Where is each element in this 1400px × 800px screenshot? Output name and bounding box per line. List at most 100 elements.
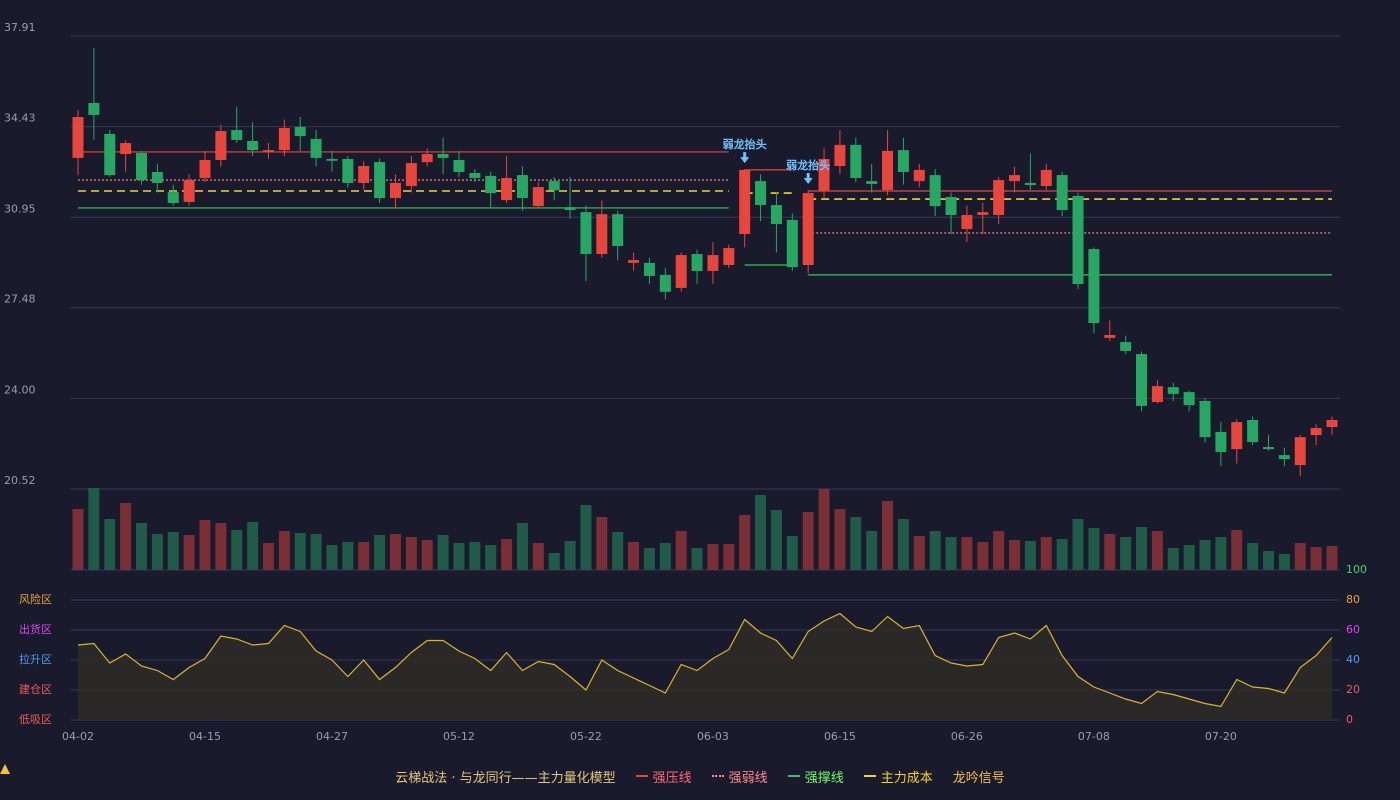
candle-body (1104, 335, 1116, 338)
legend-label: 强撑线 (804, 770, 844, 786)
volume-bar (151, 534, 163, 570)
candle-body (453, 159, 465, 172)
candle-body (993, 180, 1005, 215)
volume-bar (1056, 539, 1068, 570)
volume-bar (993, 531, 1005, 570)
volume-bar (564, 541, 576, 570)
zone-label: 拉升区 (19, 652, 52, 666)
x-tick-label: 06-26 (951, 730, 983, 743)
volume-bar (675, 531, 687, 570)
candle-body (1326, 419, 1338, 428)
volume-bar (612, 532, 624, 570)
legend-symbol (635, 775, 648, 777)
legend-item[interactable]: 主力成本 (863, 767, 933, 786)
volume-bar (1120, 537, 1132, 570)
candle-body (1278, 455, 1290, 460)
candle-body (628, 260, 640, 263)
volume-bar (1183, 545, 1195, 570)
candle-body (1215, 431, 1227, 453)
indicator-tick-label: 80 (1346, 593, 1360, 606)
legend-item[interactable]: 强弱线 (711, 767, 768, 786)
x-tick-label: 07-08 (1078, 730, 1110, 743)
indicator-line (77, 612, 1333, 708)
candle-body (72, 117, 84, 158)
volume-bar (358, 542, 370, 570)
candle-body (913, 169, 925, 182)
legend-label: 强压线 (652, 770, 692, 786)
volume-bar (1024, 541, 1036, 570)
indicator-area (78, 613, 1332, 720)
volume-bar (659, 543, 671, 570)
volume-bar (834, 509, 846, 570)
volume-bar (643, 548, 655, 570)
candle-body (104, 133, 116, 176)
candle-body (342, 158, 354, 183)
x-tick-label: 06-03 (697, 730, 729, 743)
candle-body (532, 187, 544, 207)
volume-bar (453, 543, 465, 570)
volume-bar (326, 545, 338, 570)
candle-body (1167, 387, 1179, 394)
legend-item[interactable]: 龙吟信号 (0, 764, 1005, 786)
volume-bar (199, 520, 211, 570)
indicator-tick-label: 40 (1346, 653, 1360, 666)
y-tick-label: 37.91 (4, 21, 36, 34)
x-tick-label: 06-15 (824, 730, 856, 743)
legend-symbol (0, 764, 10, 774)
volume-bar (977, 542, 989, 570)
volume-bar (120, 503, 132, 570)
volume-bar (786, 536, 798, 570)
candle-body (834, 144, 846, 166)
volume-bar (183, 535, 195, 570)
volume-bar (755, 495, 767, 570)
candle-body (501, 177, 513, 201)
volume-bar (215, 523, 227, 570)
volume-bar (374, 535, 386, 570)
x-tick-label: 05-12 (443, 730, 475, 743)
volume-bar (945, 537, 957, 570)
volume-bar (1040, 537, 1052, 570)
candle-body (786, 219, 798, 268)
x-tick-label: 04-02 (62, 730, 94, 743)
candle-body (1183, 392, 1195, 406)
candle-body (850, 144, 862, 178)
legend-item[interactable]: 强撑线 (787, 767, 844, 786)
indicator-tick-label: 60 (1346, 623, 1360, 636)
candle-body (1024, 182, 1036, 186)
volume-bar (913, 536, 925, 570)
x-tick-label: 05-22 (570, 730, 602, 743)
candle-body (262, 150, 274, 153)
volume-bar (135, 523, 147, 570)
y-tick-label: 20.52 (4, 474, 36, 487)
legend-item[interactable]: 强压线 (635, 767, 692, 786)
y-tick-label: 27.48 (4, 293, 36, 306)
volume-bar (1294, 543, 1306, 570)
candle-body (612, 214, 624, 246)
candle-body (247, 140, 259, 151)
candle-body (977, 212, 989, 215)
candle-body (580, 212, 592, 255)
volume-bar (88, 488, 100, 570)
candle-body (278, 127, 290, 151)
volume-bar (929, 531, 941, 570)
volume-bar (262, 543, 274, 570)
volume-bar (469, 542, 481, 570)
candle-body (88, 102, 100, 115)
candle-body (1056, 175, 1068, 211)
volume-bar (1167, 548, 1179, 570)
candle-body (405, 163, 417, 187)
zone-label: 风险区 (19, 592, 52, 606)
candle-body (421, 154, 433, 163)
volume-bar (421, 540, 433, 570)
candle-body (326, 158, 338, 161)
candle-body (485, 175, 497, 194)
volume-bar (691, 548, 703, 570)
candle-body (1294, 437, 1306, 466)
candle-body (659, 274, 671, 292)
candle-body (294, 126, 306, 137)
candle-body (167, 192, 179, 203)
volume-bar (532, 543, 544, 570)
candle-body (1263, 447, 1275, 450)
volume-bar (1278, 554, 1290, 570)
volume-bar (897, 519, 909, 570)
